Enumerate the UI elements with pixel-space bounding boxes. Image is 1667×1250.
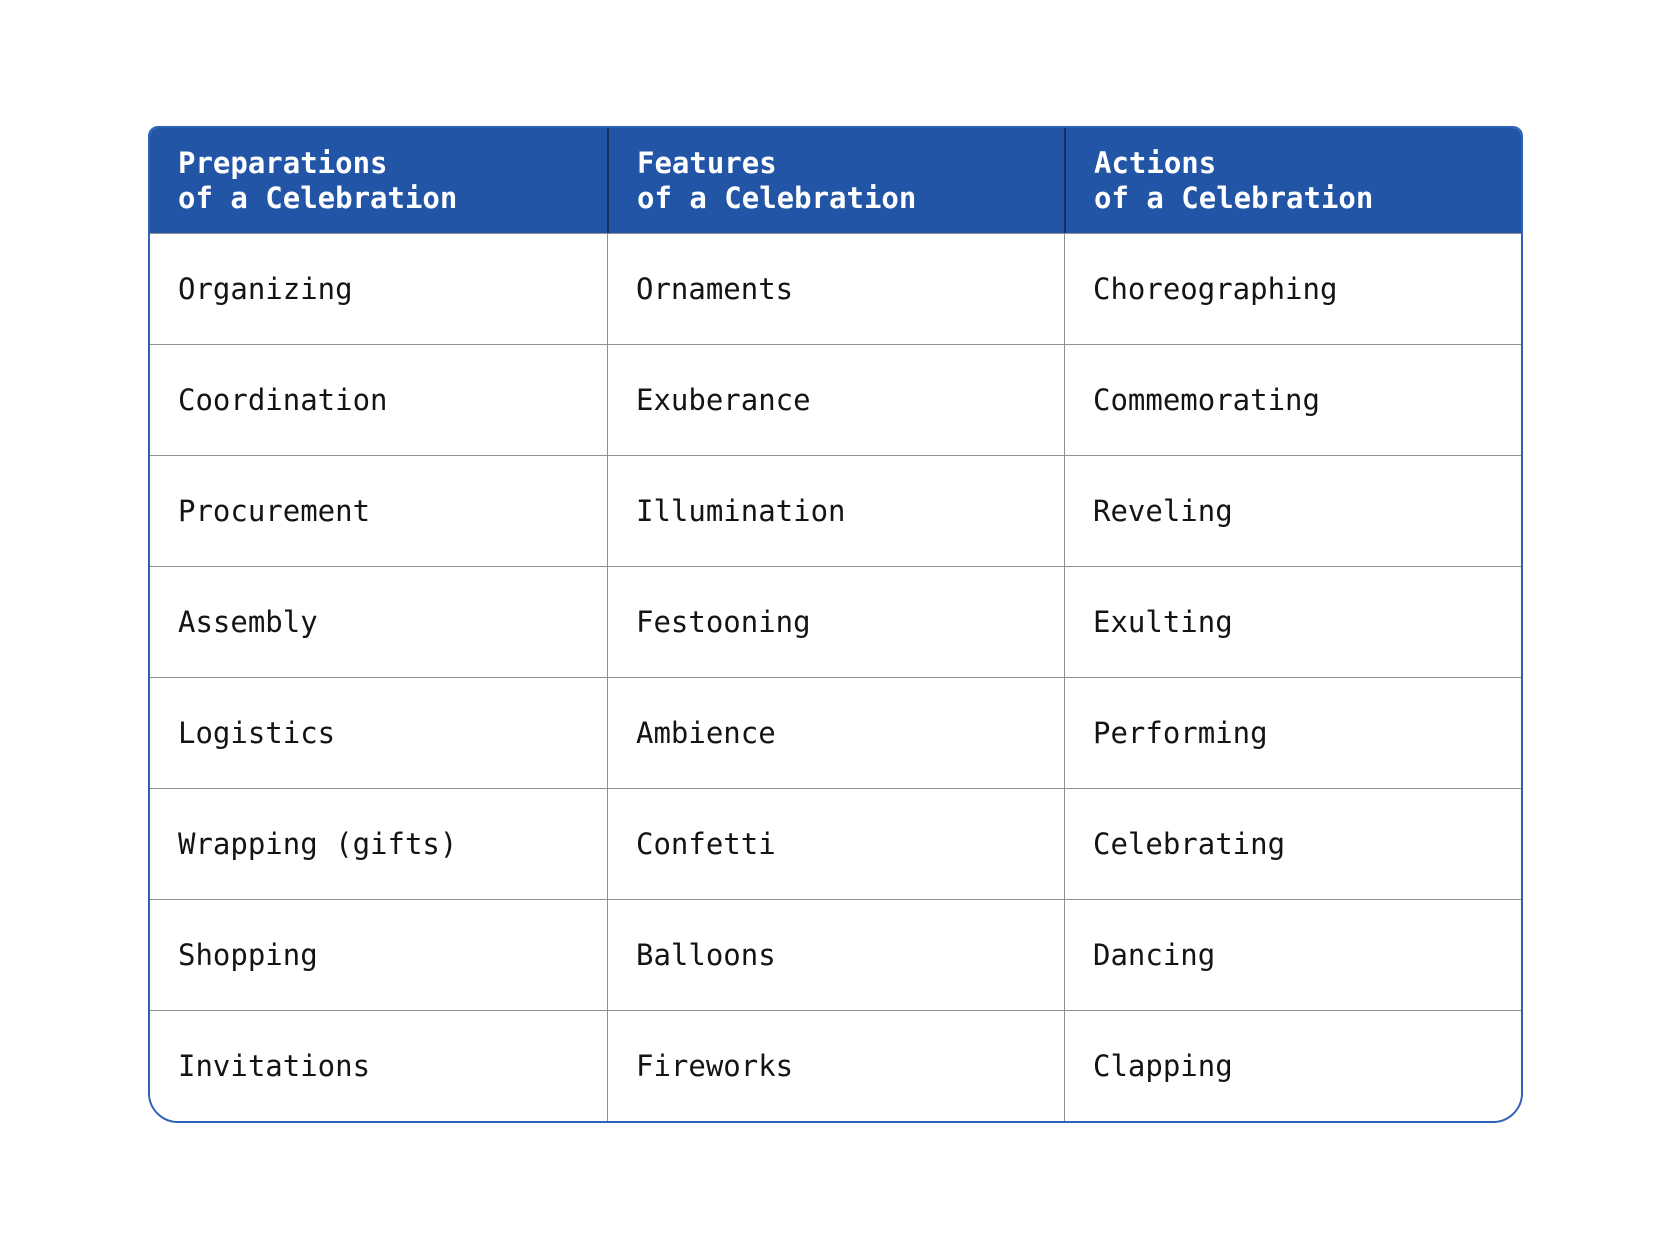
cell-features-5: Ambience — [607, 677, 1064, 788]
cell-preparations-7: Shopping — [150, 899, 607, 1010]
cell-features-6: Confetti — [607, 788, 1064, 899]
cell-actions-1: Choreographing — [1064, 233, 1521, 344]
cell-actions-2: Commemorating — [1064, 344, 1521, 455]
cell-preparations-6: Wrapping (gifts) — [150, 788, 607, 899]
cell-preparations-1: Organizing — [150, 233, 607, 344]
table-row: Invitations Fireworks Clapping — [150, 1010, 1521, 1121]
column-header-features: Features of a Celebration — [607, 128, 1064, 233]
cell-features-1: Ornaments — [607, 233, 1064, 344]
cell-actions-5: Performing — [1064, 677, 1521, 788]
cell-features-8: Fireworks — [607, 1010, 1064, 1121]
cell-features-3: Illumination — [607, 455, 1064, 566]
table-row: Procurement Illumination Reveling — [150, 455, 1521, 566]
celebration-vocabulary-table: Preparations of a Celebration Features o… — [148, 126, 1523, 1123]
cell-preparations-2: Coordination — [150, 344, 607, 455]
cell-preparations-5: Logistics — [150, 677, 607, 788]
table-row: Organizing Ornaments Choreographing — [150, 233, 1521, 344]
table-row: Shopping Balloons Dancing — [150, 899, 1521, 1010]
cell-features-7: Balloons — [607, 899, 1064, 1010]
cell-features-2: Exuberance — [607, 344, 1064, 455]
cell-preparations-3: Procurement — [150, 455, 607, 566]
column-header-preparations: Preparations of a Celebration — [178, 145, 458, 215]
cell-actions-4: Exulting — [1064, 566, 1521, 677]
table-row: Logistics Ambience Performing — [150, 677, 1521, 788]
table-header-row: Preparations of a Celebration Features o… — [150, 128, 1521, 233]
cell-actions-8: Clapping — [1064, 1010, 1521, 1121]
table-row: Assembly Festooning Exulting — [150, 566, 1521, 677]
table-row: Wrapping (gifts) Confetti Celebrating — [150, 788, 1521, 899]
cell-preparations-8: Invitations — [150, 1010, 607, 1121]
cell-actions-3: Reveling — [1064, 455, 1521, 566]
table-row: Coordination Exuberance Commemorating — [150, 344, 1521, 455]
column-header-actions: Actions of a Celebration — [1064, 128, 1521, 233]
cell-preparations-4: Assembly — [150, 566, 607, 677]
cell-actions-6: Celebrating — [1064, 788, 1521, 899]
cell-actions-7: Dancing — [1064, 899, 1521, 1010]
cell-features-4: Festooning — [607, 566, 1064, 677]
